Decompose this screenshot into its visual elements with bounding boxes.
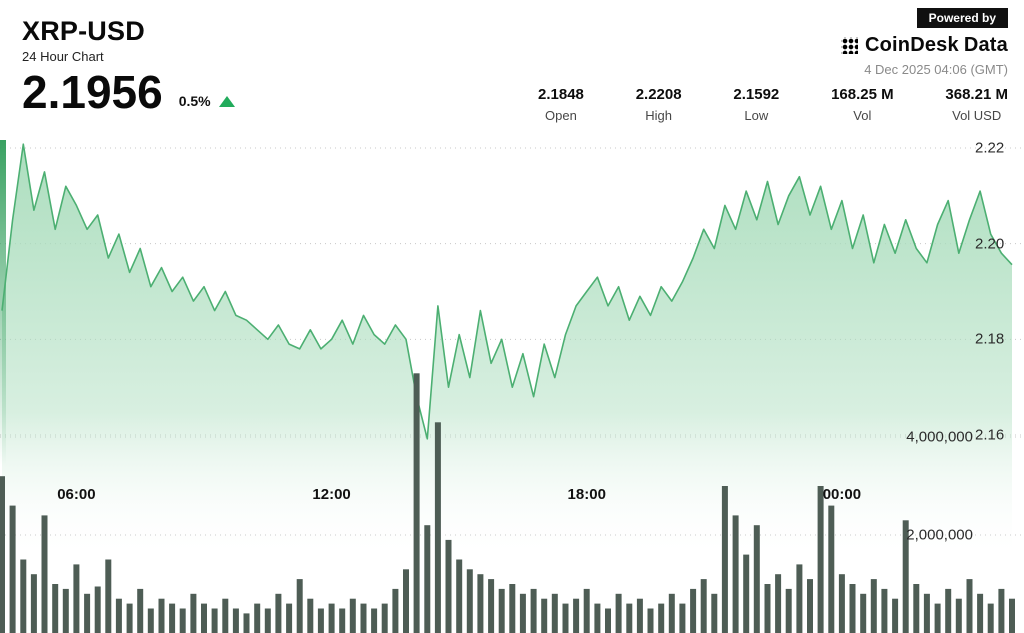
stat-value: 2.1592 [733,86,780,103]
stat-value: 368.21 M [945,86,1008,103]
change-percent: 0.5% [178,93,211,110]
symbol-title: XRP-USD [22,16,145,46]
timestamp: 4 Dec 2025 04:06 (GMT) [864,62,1008,77]
stat-label: High [645,108,672,123]
price-change: 0.5% [179,93,235,109]
stat-vol: 168.25 M Vol [831,86,894,123]
chart-subtitle: 24 Hour Chart [22,49,104,64]
coindesk-dots-icon [840,37,858,54]
stats-row: 2.1848 Open 2.2208 High 2.1592 Low 168.25 M Vol… [538,86,1008,123]
brand-data: Data [963,34,1008,56]
stat-value: 2.1848 [538,86,584,103]
stat-vol-usd: 368.21 M Vol USD [945,86,1008,123]
stat-open: 2.1848 Open [538,86,584,123]
current-price: 2.1956 [22,66,163,118]
header-left: XRP-USD 24 Hour Chart 2.1956 0.5% [22,16,235,118]
stat-value: 2.2208 [635,86,682,103]
stat-low: 2.1592 Low [733,86,779,123]
up-arrow-icon [218,95,235,107]
coindesk-data-logo[interactable]: CoinDesk Data [840,34,1008,57]
price-row: 2.1956 0.5% [22,66,235,118]
header-right: Powered by CoinDesk Data 4 Dec 2025 04:0… [840,8,1008,77]
brand-coindesk: CoinDesk [864,34,959,56]
stat-high: 2.2208 High [636,86,682,123]
stat-label: Low [744,108,769,123]
powered-by-badge: Powered by [916,8,1008,28]
stat-label: Vol [853,108,872,123]
stat-label: Vol USD [952,108,1002,123]
stat-value: 168.25 M [831,86,894,103]
stat-label: Open [545,108,577,123]
